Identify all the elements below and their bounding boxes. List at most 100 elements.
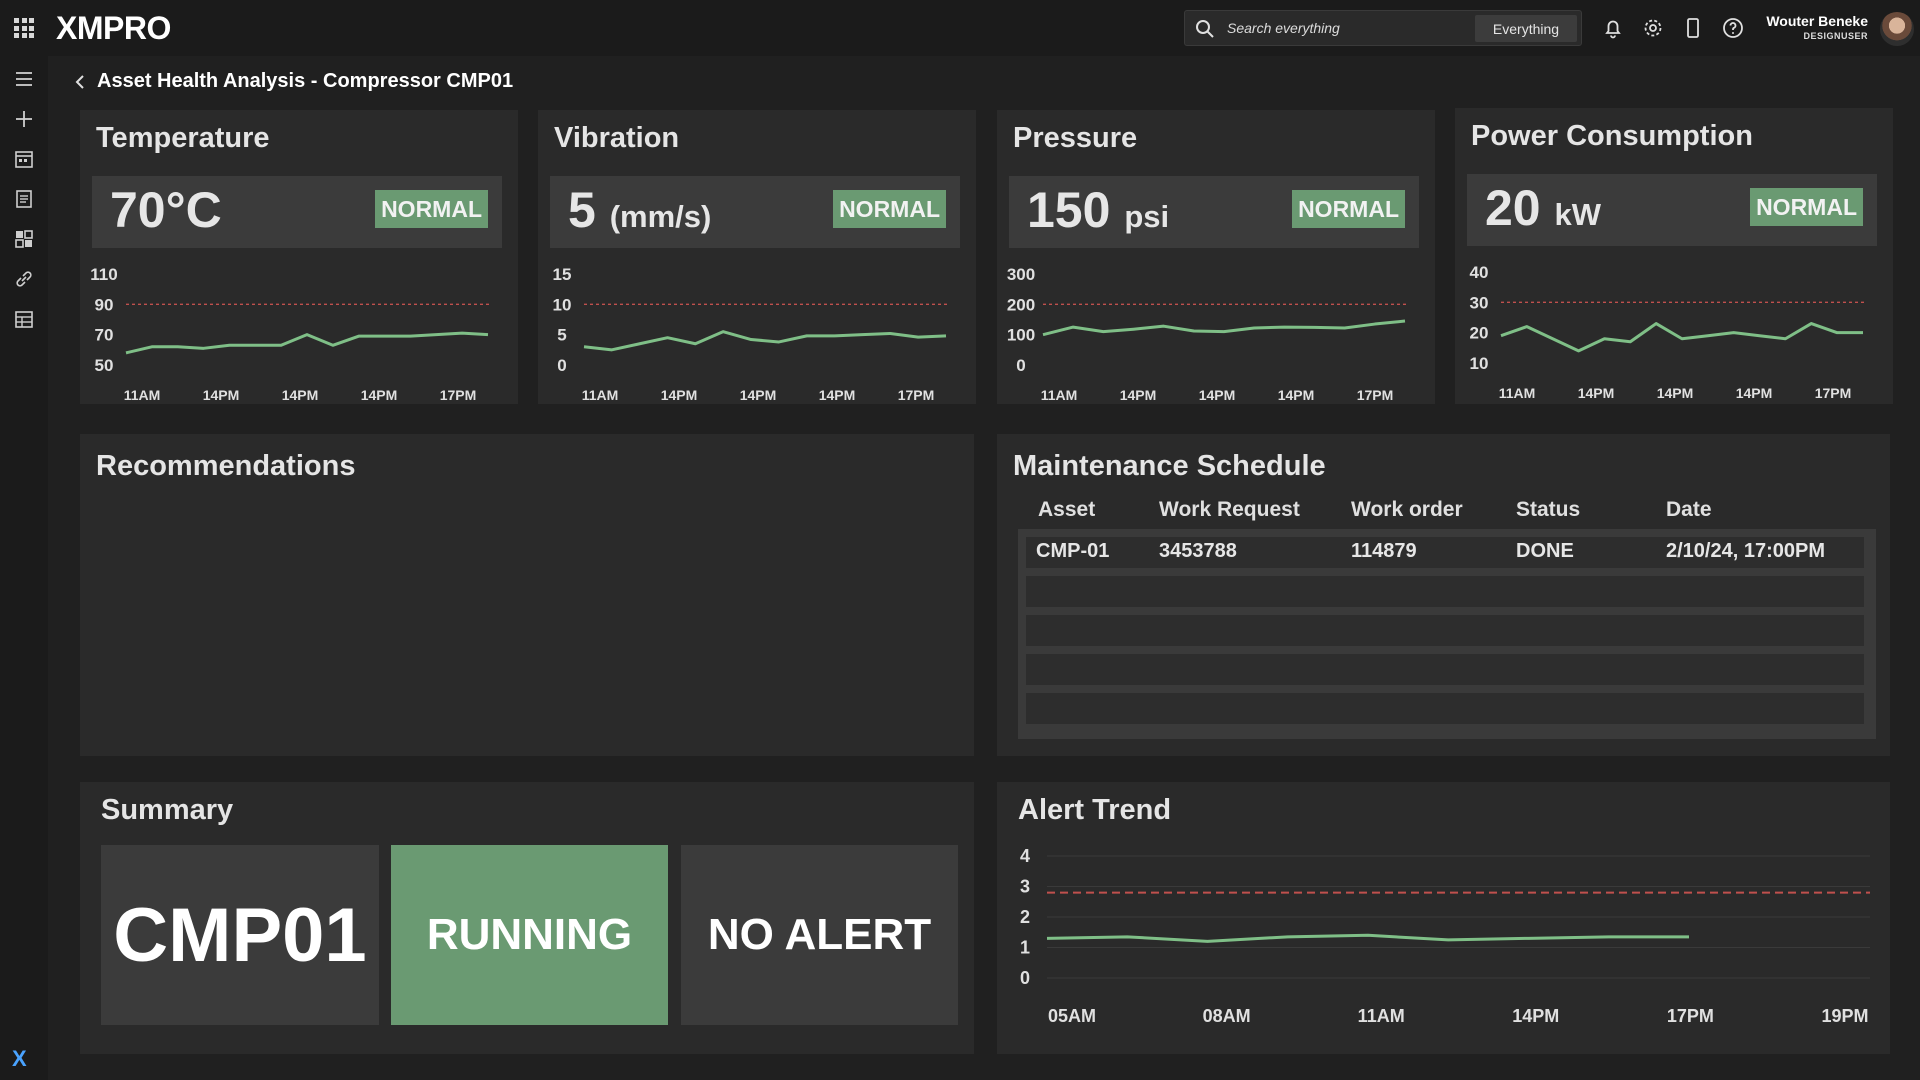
y-tick-label: 40 xyxy=(1470,263,1489,282)
cell-work-request: 3453788 xyxy=(1159,540,1237,562)
table-row-empty xyxy=(1026,693,1864,724)
kpi-card-pressure: Pressure 150 psi NORMAL 300 200 100 0 11AM 14… xyxy=(997,110,1435,404)
kpi-card-power-consumption: Power Consumption 20 kW NORMAL 40 30 20 10 1… xyxy=(1455,108,1893,404)
y-tick-label: 20 xyxy=(1470,324,1489,343)
y-tick-label: 10 xyxy=(553,295,572,314)
plus-icon[interactable] xyxy=(13,108,35,130)
calendar-icon[interactable] xyxy=(13,148,35,170)
y-tick-label: 10 xyxy=(1470,354,1489,373)
x-tick-label: 17PM xyxy=(1667,1006,1714,1026)
y-tick-label: 3 xyxy=(1020,877,1030,897)
kpi-title: Pressure xyxy=(1013,122,1138,154)
table-row-empty xyxy=(1026,654,1864,685)
user-name[interactable]: Wouter Beneke xyxy=(1766,13,1868,29)
summary-alert-tile: NO ALERT xyxy=(681,845,958,1025)
x-tick-label: 11AM xyxy=(582,387,619,403)
status-badge: NORMAL xyxy=(375,190,488,228)
x-tick-label: 11AM xyxy=(1499,385,1536,401)
x-tick-label: 14PM xyxy=(1578,385,1615,401)
document-list-icon[interactable] xyxy=(13,188,35,210)
x-tick-label: 14PM xyxy=(1736,385,1773,401)
mobile-device-icon[interactable] xyxy=(1681,16,1705,40)
kpi-value-box: 150 psi NORMAL xyxy=(1009,176,1419,248)
table-row-empty xyxy=(1026,576,1864,607)
x-tick-label: 14PM xyxy=(282,387,319,403)
y-tick-label: 5 xyxy=(557,326,566,345)
y-tick-label: 300 xyxy=(1007,265,1035,284)
x-tick-label: 17PM xyxy=(1357,387,1394,403)
y-tick-label: 1 xyxy=(1020,938,1030,958)
column-header-status[interactable]: Status xyxy=(1516,498,1581,521)
cell-status: DONE xyxy=(1516,540,1574,562)
column-header-date[interactable]: Date xyxy=(1666,498,1712,521)
top-bar: XMPRO Everything Wouter Beneke DESIGNUSE… xyxy=(0,0,1920,56)
series-line xyxy=(125,331,489,355)
search-box: Everything xyxy=(1184,10,1582,46)
y-tick-label: 0 xyxy=(1020,968,1030,988)
x-tick-label: 11AM xyxy=(1041,387,1078,403)
x-tick-label: 14PM xyxy=(1199,387,1236,403)
table-row[interactable]: CMP-01 3453788 114879 DONE 2/10/24, 17:0… xyxy=(1026,537,1864,568)
y-tick-label: 50 xyxy=(95,356,114,375)
x-tick-label: 14PM xyxy=(1512,1006,1559,1026)
kpi-value: 70°C xyxy=(110,182,222,238)
kpi-value-box: 5 (mm/s) NORMAL xyxy=(550,176,960,248)
gear-icon[interactable] xyxy=(1641,16,1665,40)
kpi-value-box: 20 kW NORMAL xyxy=(1467,174,1877,246)
alert-trend-panel: Alert Trend 4 3 2 1 0 05AM 08AM 11AM 14PM 17PM 19P… xyxy=(997,782,1890,1054)
column-header-work-request[interactable]: Work Request xyxy=(1159,498,1300,521)
logo[interactable]: XMPRO xyxy=(56,10,171,46)
column-header-work-order[interactable]: Work order xyxy=(1351,498,1463,521)
x-tick-label: 17PM xyxy=(1815,385,1852,401)
apps-grid-icon[interactable] xyxy=(14,18,34,38)
y-tick-label: 100 xyxy=(1007,326,1035,345)
user-role: DESIGNUSER xyxy=(1803,31,1868,41)
y-tick-label: 110 xyxy=(90,265,117,284)
y-tick-label: 30 xyxy=(1470,293,1489,312)
series-line xyxy=(583,330,947,352)
maintenance-table: CMP-01 3453788 114879 DONE 2/10/24, 17:0… xyxy=(1018,529,1876,739)
series-line xyxy=(1046,933,1689,943)
xmpro-x-icon[interactable]: X xyxy=(12,1046,27,1071)
x-tick-label: 19PM xyxy=(1821,1006,1868,1026)
kpi-value-box: 70°C NORMAL xyxy=(92,176,502,248)
power-line-chart: 40 30 20 10 11AM 14PM 14PM 14PM 17PM xyxy=(1470,263,1865,401)
y-tick-label: 2 xyxy=(1020,907,1030,927)
y-tick-label: 15 xyxy=(553,265,572,284)
help-icon[interactable] xyxy=(1721,16,1745,40)
alert-trend-line-chart: 4 3 2 1 0 05AM 08AM 11AM 14PM 17PM 19PM xyxy=(1020,846,1870,1026)
back-chevron-icon[interactable] xyxy=(72,72,88,92)
kpi-value: 5 xyxy=(568,182,596,238)
x-tick-label: 11AM xyxy=(124,387,161,403)
column-header-asset[interactable]: Asset xyxy=(1038,498,1096,521)
data-table-icon[interactable] xyxy=(13,308,35,330)
kpi-title: Temperature xyxy=(96,122,270,154)
y-tick-label: 90 xyxy=(95,295,114,314)
cell-work-order: 114879 xyxy=(1351,540,1417,562)
status-badge: NORMAL xyxy=(1292,190,1405,228)
x-tick-label: 11AM xyxy=(1358,1006,1405,1026)
page-title: Asset Health Analysis - Compressor CMP01 xyxy=(97,70,514,92)
link-icon[interactable] xyxy=(13,268,35,290)
x-tick-label: 14PM xyxy=(203,387,240,403)
x-tick-label: 08AM xyxy=(1203,1006,1251,1026)
y-tick-label: 0 xyxy=(1016,356,1025,375)
kpi-title: Vibration xyxy=(554,122,680,154)
alert-trend-title: Alert Trend xyxy=(1018,794,1172,826)
x-tick-label: 14PM xyxy=(361,387,398,403)
vibration-line-chart: 15 10 5 0 11AM 14PM 14PM 14PM 17PM xyxy=(553,265,948,403)
recommendations-title: Recommendations xyxy=(96,450,356,482)
kpi-card-vibration: Vibration 5 (mm/s) NORMAL 15 10 5 0 11AM 14PM… xyxy=(538,110,976,404)
maintenance-title: Maintenance Schedule xyxy=(1013,450,1326,482)
search-input[interactable] xyxy=(1225,11,1455,45)
menu-icon[interactable] xyxy=(13,68,35,90)
search-scope-select[interactable]: Everything xyxy=(1475,15,1577,42)
cell-asset: CMP-01 xyxy=(1036,540,1110,562)
summary-running-tile: RUNNING xyxy=(391,845,668,1025)
dashboard-icon[interactable] xyxy=(13,228,35,250)
kpi-unit: (mm/s) xyxy=(609,199,712,234)
series-line xyxy=(1042,319,1406,337)
y-tick-label: 200 xyxy=(1007,295,1035,314)
avatar[interactable] xyxy=(1880,12,1914,46)
bell-icon[interactable] xyxy=(1601,16,1625,40)
